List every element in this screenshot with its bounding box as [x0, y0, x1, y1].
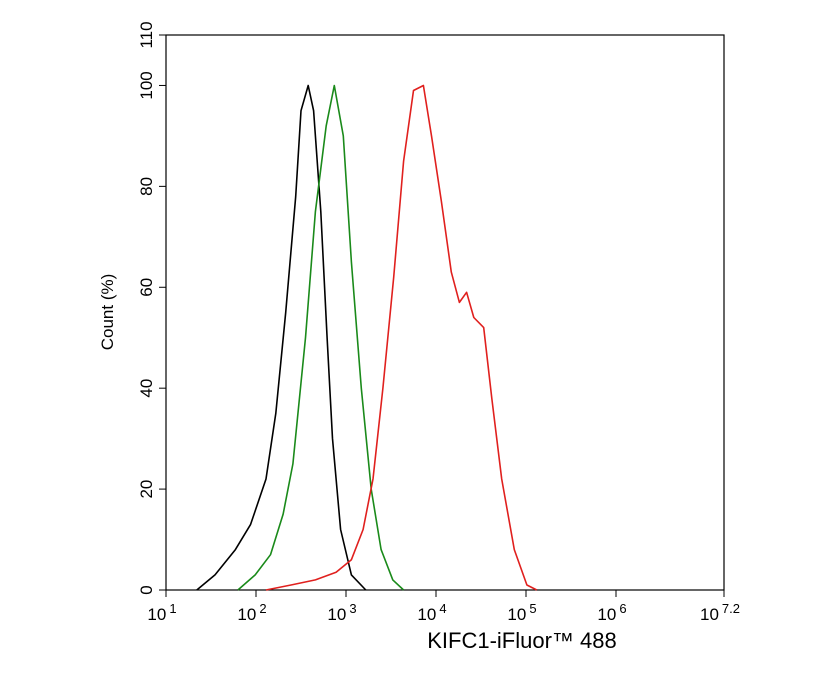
- x-tick-base: 10: [147, 605, 166, 624]
- x-tick-label: 10 1: [147, 601, 176, 624]
- x-tick-label: 10 4: [417, 601, 446, 624]
- x-tick-base: 10: [327, 605, 346, 624]
- x-tick-label: 10 7.2: [700, 601, 740, 624]
- x-tick-label: 10 2: [237, 601, 266, 624]
- histogram-line: [196, 84, 367, 591]
- x-tick-exponent: 3: [349, 601, 356, 616]
- x-tick-base: 10: [417, 605, 436, 624]
- x-tick-label: 10 3: [327, 601, 356, 624]
- x-tick-base: 10: [237, 605, 256, 624]
- x-tick-exponent: 2: [259, 601, 266, 616]
- x-tick-base: 10: [597, 605, 616, 624]
- x-tick-label: 10 5: [507, 601, 536, 624]
- y-tick-label: 100: [137, 71, 156, 99]
- x-tick-base: 10: [700, 605, 719, 624]
- y-tick-label: 60: [137, 278, 156, 297]
- x-axis-label: KIFC1-iFluor™ 488: [427, 628, 617, 653]
- x-tick-exponent: 6: [619, 601, 626, 616]
- y-tick-label: 80: [137, 177, 156, 196]
- y-tick-label: 110: [137, 21, 156, 48]
- histogram-line: [237, 84, 405, 591]
- histogram-line: [265, 84, 538, 591]
- y-tick-label: 0: [137, 585, 156, 594]
- x-tick-exponent: 7.2: [722, 601, 740, 616]
- y-axis-label: Count (%): [98, 274, 117, 351]
- x-tick-exponent: 1: [169, 601, 176, 616]
- y-tick-label: 40: [137, 379, 156, 398]
- x-tick-base: 10: [507, 605, 526, 624]
- x-tick-exponent: 4: [439, 601, 446, 616]
- x-tick-exponent: 5: [529, 601, 536, 616]
- plot-frame: [165, 34, 725, 591]
- y-tick-label: 20: [137, 480, 156, 499]
- x-tick-label: 10 6: [597, 601, 626, 624]
